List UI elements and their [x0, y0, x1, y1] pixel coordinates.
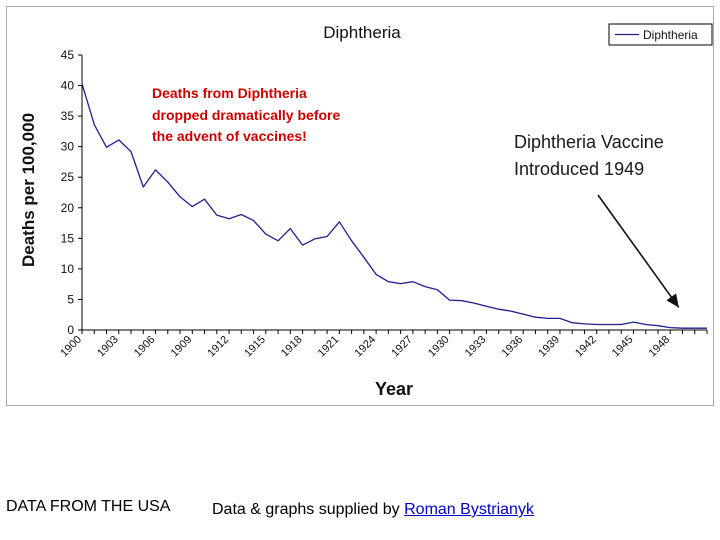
- chart-svg: Diphtheria Diphtheria Deaths per 100,000…: [19, 23, 713, 399]
- x-tick-label: 1912: [205, 334, 231, 360]
- annotation-red-line-3: the advent of vaccines!: [152, 128, 307, 144]
- source-note: DATA FROM THE USA: [6, 498, 171, 515]
- annotation-red-line-2: dropped dramatically before: [152, 107, 340, 123]
- y-tick-label: 45: [61, 48, 75, 62]
- y-tick-label: 35: [61, 109, 75, 123]
- legend: Diphtheria: [608, 23, 713, 46]
- y-axis-title: Deaths per 100,000: [19, 113, 38, 267]
- y-tick-label: 25: [61, 170, 75, 184]
- y-tick-label: 30: [61, 140, 75, 154]
- annotation-red-line-1: Deaths from Diphtheria: [152, 85, 307, 101]
- x-tick-label: 1927: [389, 334, 415, 360]
- x-tick-label: 1900: [58, 334, 84, 360]
- series-layer: [81, 83, 707, 329]
- x-axis-title: Year: [375, 379, 413, 399]
- x-tick-label: 1906: [132, 334, 158, 360]
- x-axis: 1900 1903 1906 1909 1912 1915 1918 1921 1924 1927…: [58, 329, 708, 360]
- y-axis: 0 5 10 15 20 25 30 35 40 45: [61, 48, 83, 337]
- x-tick-label: 1909: [169, 334, 195, 360]
- x-tick-label: 1948: [647, 334, 673, 360]
- legend-label: Diphtheria: [643, 28, 698, 42]
- chart-frame: Diphtheria Diphtheria Deaths per 100,000…: [6, 6, 714, 406]
- y-tick-label: 20: [61, 201, 75, 215]
- x-tick-label: 1915: [242, 334, 268, 360]
- legend-box: [608, 23, 713, 46]
- x-tick-label: 1933: [463, 334, 489, 360]
- x-tick-label: 1945: [610, 334, 636, 360]
- y-tick-label: 5: [67, 292, 74, 306]
- credit-prefix: Data & graphs supplied by: [212, 501, 405, 518]
- x-tick-label: 1939: [536, 334, 562, 360]
- chart-title: Diphtheria: [323, 23, 401, 42]
- annotation-vaccine-line-2: Introduced 1949: [514, 159, 644, 179]
- arrow-head: [666, 293, 679, 308]
- series-line-diphtheria: [81, 83, 707, 329]
- y-tick-label: 10: [61, 262, 75, 276]
- annotation-vaccine: Diphtheria Vaccine Introduced 1949: [514, 132, 669, 179]
- y-tick-label: 15: [61, 231, 75, 245]
- x-tick-label: 1903: [95, 334, 121, 360]
- x-tick-label: 1924: [352, 334, 378, 360]
- x-tick-label: 1930: [426, 334, 452, 360]
- annotation-red: Deaths from Diphtheria dropped dramatica…: [152, 85, 344, 144]
- y-tick-label: 40: [61, 79, 75, 93]
- x-tick-label: 1942: [573, 334, 599, 360]
- annotation-arrow: [597, 194, 680, 308]
- x-tick-label: 1921: [316, 334, 342, 360]
- credit-link[interactable]: Roman Bystrianyk: [404, 501, 534, 518]
- credit-line: Data & graphs supplied by Roman Bystrian…: [212, 501, 534, 519]
- x-tick-label: 1918: [279, 334, 305, 360]
- y-tick-label: 0: [67, 323, 74, 337]
- x-tick-label: 1936: [499, 334, 525, 360]
- annotation-vaccine-line-1: Diphtheria Vaccine: [514, 132, 664, 152]
- arrow-shaft: [597, 194, 680, 308]
